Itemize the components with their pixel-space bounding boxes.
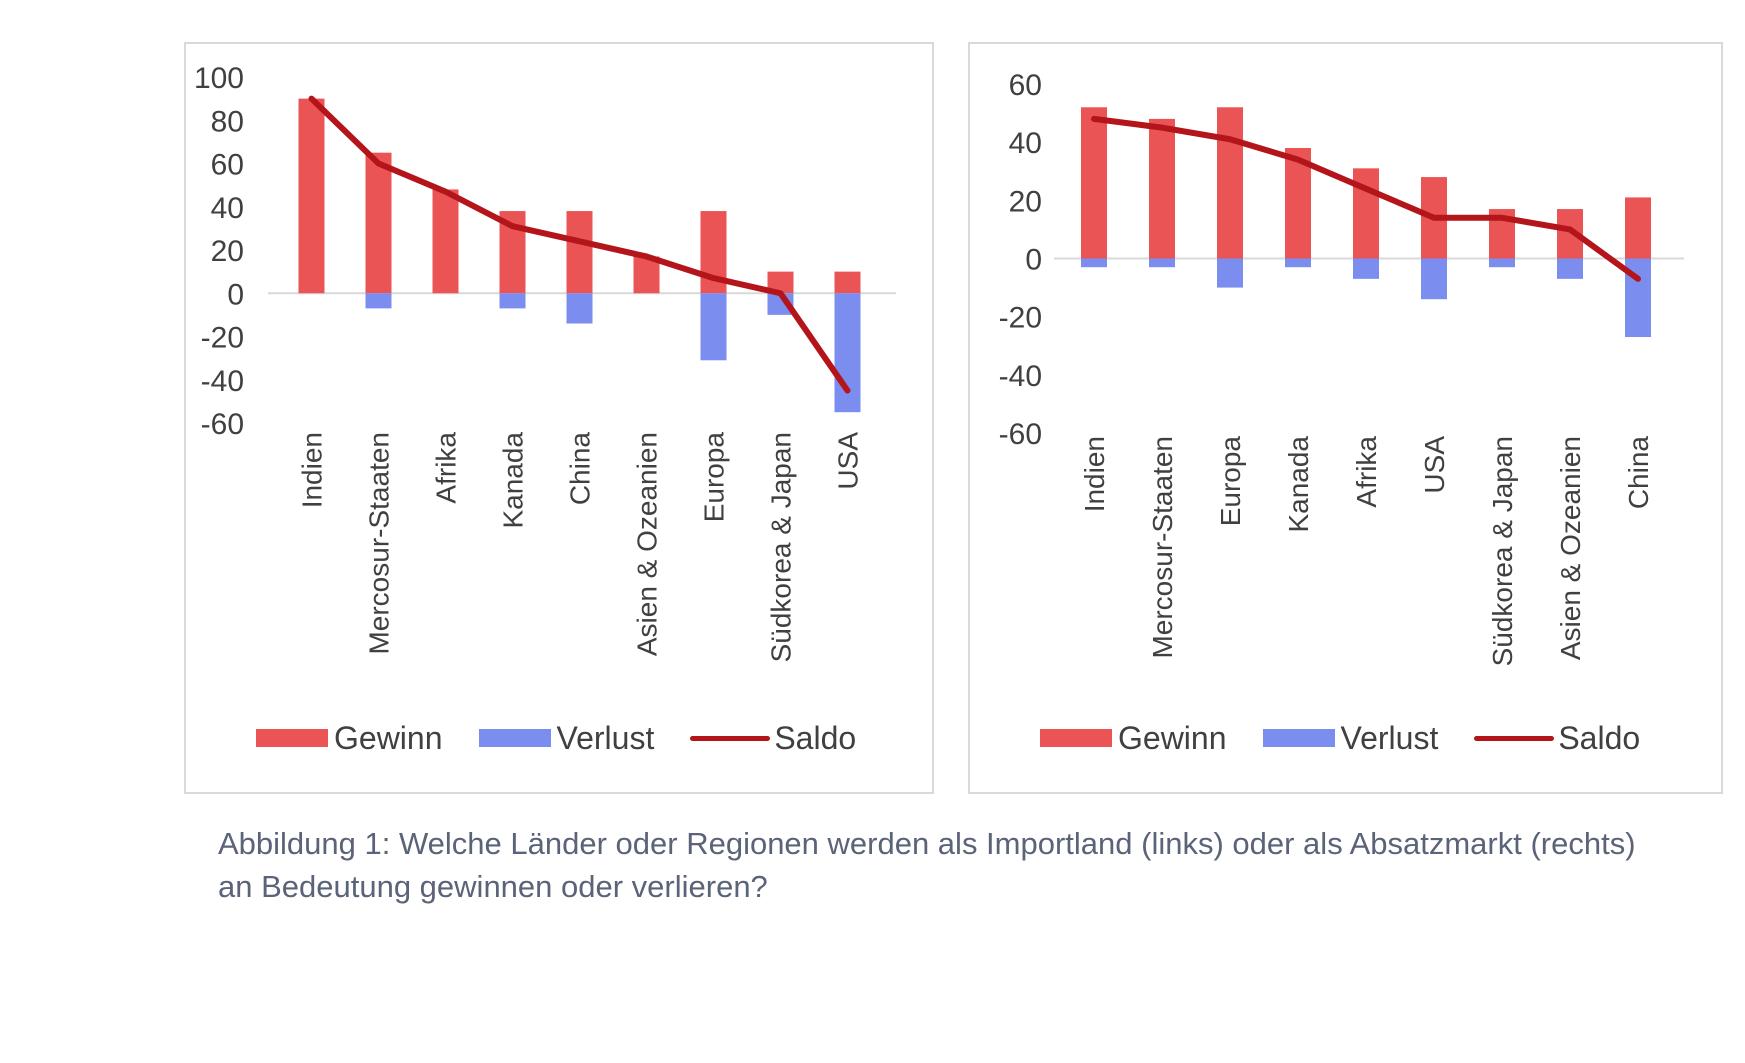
legend-item-loss: Verlust [478, 719, 655, 757]
gain-swatch [256, 729, 328, 747]
y-tick-label: 80 [211, 105, 244, 138]
x-tick-label: China [565, 432, 596, 506]
loss-bar [566, 293, 593, 324]
gain-bar [1149, 118, 1175, 259]
legend-right: Gewinn Verlust Saldo [1040, 718, 1676, 758]
loss-bar [1353, 258, 1379, 279]
gain-bar [1081, 107, 1107, 259]
loss-bar [1217, 258, 1243, 288]
gain-bar [1625, 197, 1651, 259]
legend-item-balance: Saldo [1474, 720, 1640, 757]
y-tick-label: 100 [194, 62, 244, 95]
x-tick-label: Kanada [498, 432, 529, 529]
loss-bar [1489, 258, 1515, 268]
x-tick-label: Mercosur-Staaten [364, 432, 395, 655]
y-tick-label: 40 [1009, 127, 1042, 160]
x-tick-label: Asien & Ozeanien [1555, 436, 1586, 660]
caption-line-2: an Bedeutung gewinnen oder verlieren? [218, 869, 768, 904]
legend-balance-label: Saldo [774, 719, 857, 756]
y-tick-label: -40 [201, 365, 244, 398]
gain-bar [566, 211, 593, 294]
gain-bar [298, 98, 325, 294]
y-tick-label: -20 [999, 302, 1042, 335]
legend-left: Gewinn Verlust Saldo [256, 718, 892, 758]
x-tick-label: China [1623, 436, 1654, 510]
x-tick-label: Kanada [1283, 436, 1314, 533]
loss-bar [1557, 258, 1583, 279]
loss-bar [700, 293, 727, 361]
gain-bar [1217, 107, 1243, 259]
legend-item-gain: Gewinn [1040, 720, 1227, 757]
loss-swatch [1262, 729, 1335, 747]
legend-balance-label: Saldo [1558, 719, 1641, 756]
x-tick-label: Mercosur-Staaten [1147, 436, 1178, 659]
loss-bar [1285, 258, 1311, 268]
gain-bar [834, 271, 861, 294]
legend-item-loss: Verlust [1262, 719, 1439, 757]
loss-bar [1421, 258, 1447, 300]
loss-bar [365, 293, 392, 309]
x-tick-label: Afrika [1351, 436, 1382, 508]
y-tick-label: -60 [999, 418, 1042, 451]
y-tick-label: 60 [211, 149, 244, 182]
balance-swatch [1474, 735, 1555, 741]
chart-left: 100 80 60 40 20 0 -20 -40 -60 Indien Mercosur-Staa… [184, 42, 934, 794]
gain-bar [633, 256, 660, 294]
gain-bar [365, 152, 392, 294]
y-tick-label: 40 [211, 192, 244, 225]
legend-item-balance: Saldo [690, 720, 856, 757]
balance-swatch [690, 735, 771, 741]
balance-line [308, 95, 851, 394]
x-tick-label: Afrika [431, 432, 462, 504]
legend-loss-label: Verlust [1340, 719, 1439, 756]
chart-left-svg: 100 80 60 40 20 0 -20 -40 -60 Indien Mercosur-Staa… [194, 62, 896, 662]
loss-swatch [478, 729, 551, 747]
chart-right: 60 40 20 0 -20 -40 -60 Indien Mercosur-Staaten Eu… [968, 42, 1723, 794]
y-tick-label: -40 [999, 360, 1042, 393]
x-tick-label: Indien [297, 432, 328, 508]
x-tick-label: USA [833, 432, 864, 490]
x-tick-label: Europa [1215, 436, 1246, 527]
y-tick-label: 60 [1009, 69, 1042, 102]
x-tick-label: Südkorea & Japan [766, 432, 797, 662]
gain-bar [767, 271, 794, 294]
gain-bar [432, 189, 459, 294]
legend-loss-label: Verlust [556, 719, 655, 756]
loss-bar [1149, 258, 1175, 268]
chart-right-svg: 60 40 20 0 -20 -40 -60 Indien Mercosur-Staaten Eu… [999, 69, 1684, 666]
legend-gain-label: Gewinn [1118, 719, 1227, 756]
legend-gain-label: Gewinn [334, 719, 443, 756]
y-tick-label: -60 [201, 408, 244, 441]
loss-bar [499, 293, 526, 309]
balance-line [1091, 115, 1641, 282]
x-tick-label: Europa [699, 432, 730, 523]
y-tick-label: 20 [211, 235, 244, 268]
x-tick-label: Indien [1079, 436, 1110, 512]
y-tick-label: 0 [227, 278, 244, 311]
x-tick-label: Asien & Ozeanien [632, 432, 663, 656]
gain-swatch [1040, 729, 1112, 747]
x-tick-label: USA [1419, 436, 1450, 494]
legend-item-gain: Gewinn [256, 720, 443, 757]
loss-bar [834, 293, 861, 413]
x-tick-label: Südkorea & Japan [1487, 436, 1518, 666]
y-tick-label: 20 [1009, 185, 1042, 218]
y-tick-label: -20 [201, 322, 244, 355]
y-tick-label: 0 [1025, 244, 1042, 277]
figure-caption: Abbildung 1: Welche Länder oder Regionen… [218, 822, 1718, 908]
loss-bar [1081, 258, 1107, 268]
caption-line-1: Abbildung 1: Welche Länder oder Regionen… [218, 826, 1636, 861]
